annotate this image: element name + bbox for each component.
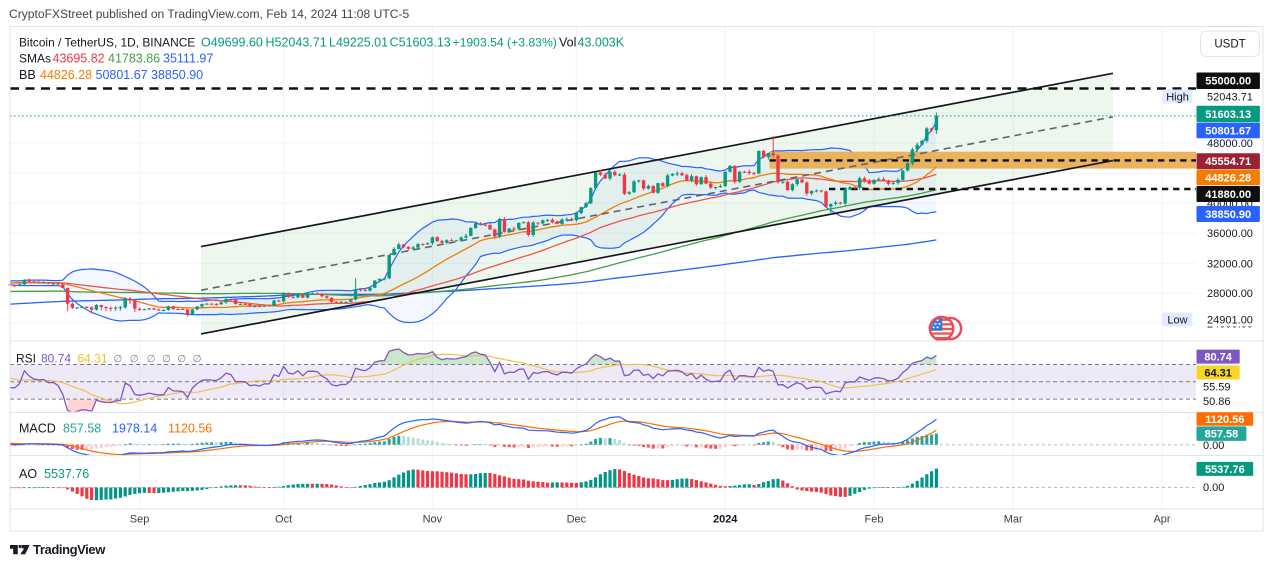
svg-text:80.74: 80.74 [1204, 352, 1232, 364]
svg-text:MACD: MACD [19, 422, 56, 436]
svg-text:USDT: USDT [1214, 39, 1245, 51]
svg-text:44826.28: 44826.28 [1205, 172, 1251, 184]
svg-text:55.59: 55.59 [1203, 381, 1231, 393]
svg-text:857.58: 857.58 [1205, 429, 1239, 441]
svg-text:H52043.71: H52043.71 [266, 36, 327, 50]
svg-text:BB: BB [19, 68, 36, 82]
svg-text:CryptoFXStreet published on Tr: CryptoFXStreet published on TradingView.… [9, 7, 409, 21]
svg-text:L49225.01: L49225.01 [329, 36, 388, 50]
svg-text:45554.71: 45554.71 [1205, 156, 1251, 168]
svg-text:52043.71: 52043.71 [1207, 91, 1253, 103]
svg-text:Nov: Nov [423, 514, 443, 526]
svg-text:41880.00: 41880.00 [1205, 189, 1251, 201]
svg-text:Bitcoin / TetherUS, 1D, BINANC: Bitcoin / TetherUS, 1D, BINANCE [19, 36, 195, 50]
svg-text:43.003K: 43.003K [578, 36, 625, 50]
svg-text:24901.00: 24901.00 [1207, 314, 1253, 326]
svg-text:36000.00: 36000.00 [1207, 228, 1253, 240]
svg-text:Apr: Apr [1153, 514, 1170, 526]
svg-text:5537.76: 5537.76 [1205, 464, 1245, 476]
svg-text:Low: Low [1167, 314, 1187, 326]
svg-text:1978.14: 1978.14 [112, 422, 157, 436]
svg-text:48000.00: 48000.00 [1207, 138, 1253, 150]
svg-text:Oct: Oct [275, 514, 292, 526]
svg-text:∅: ∅ [162, 354, 171, 365]
svg-text:0.00: 0.00 [1203, 482, 1224, 494]
svg-text:∅: ∅ [130, 354, 139, 365]
svg-text:5537.76: 5537.76 [44, 467, 89, 481]
svg-text:32000.00: 32000.00 [1207, 259, 1253, 271]
svg-text:Vol: Vol [559, 36, 576, 50]
svg-text:1120.56: 1120.56 [1205, 414, 1244, 426]
svg-text:TradingView: TradingView [33, 542, 106, 557]
svg-text:50.86: 50.86 [1203, 396, 1231, 408]
svg-text:Mar: Mar [1004, 514, 1023, 526]
svg-text:55000.00: 55000.00 [1205, 76, 1251, 88]
svg-text:50801.67: 50801.67 [96, 68, 148, 82]
svg-text:35111.97: 35111.97 [163, 52, 213, 66]
svg-text:50801.67: 50801.67 [1205, 125, 1251, 137]
svg-text:∅: ∅ [114, 354, 123, 365]
svg-text:C51603.13: C51603.13 [390, 36, 451, 50]
svg-text:38850.90: 38850.90 [151, 68, 203, 82]
svg-text:∅: ∅ [193, 354, 202, 365]
svg-text:64.31: 64.31 [1204, 367, 1232, 379]
svg-text:1120.56: 1120.56 [168, 422, 212, 436]
svg-text:38850.90: 38850.90 [1205, 209, 1251, 221]
svg-text:2024: 2024 [713, 514, 738, 526]
svg-text:80.74: 80.74 [41, 351, 71, 365]
svg-text:Dec: Dec [567, 514, 587, 526]
svg-text:+1903.54 (+3.83%): +1903.54 (+3.83%) [453, 36, 557, 50]
svg-text:44826.28: 44826.28 [40, 68, 92, 82]
svg-text:43695.82: 43695.82 [53, 52, 105, 66]
svg-text:64.31: 64.31 [78, 351, 108, 365]
svg-text:41783.86: 41783.86 [108, 52, 160, 66]
svg-text:51603.13: 51603.13 [1205, 109, 1251, 121]
svg-text:∅: ∅ [177, 354, 186, 365]
svg-text:AO: AO [19, 467, 37, 481]
svg-text:O49699.60: O49699.60 [201, 36, 263, 50]
svg-text:Sep: Sep [130, 514, 150, 526]
svg-text:RSI: RSI [16, 351, 36, 365]
svg-text:∅: ∅ [147, 354, 156, 365]
svg-text:High: High [1166, 91, 1189, 103]
svg-text:0.00: 0.00 [1203, 440, 1224, 452]
svg-text:28000.00: 28000.00 [1207, 288, 1253, 300]
svg-text:857.58: 857.58 [63, 422, 101, 436]
svg-text:SMAs: SMAs [19, 52, 51, 66]
svg-text:Feb: Feb [865, 514, 884, 526]
